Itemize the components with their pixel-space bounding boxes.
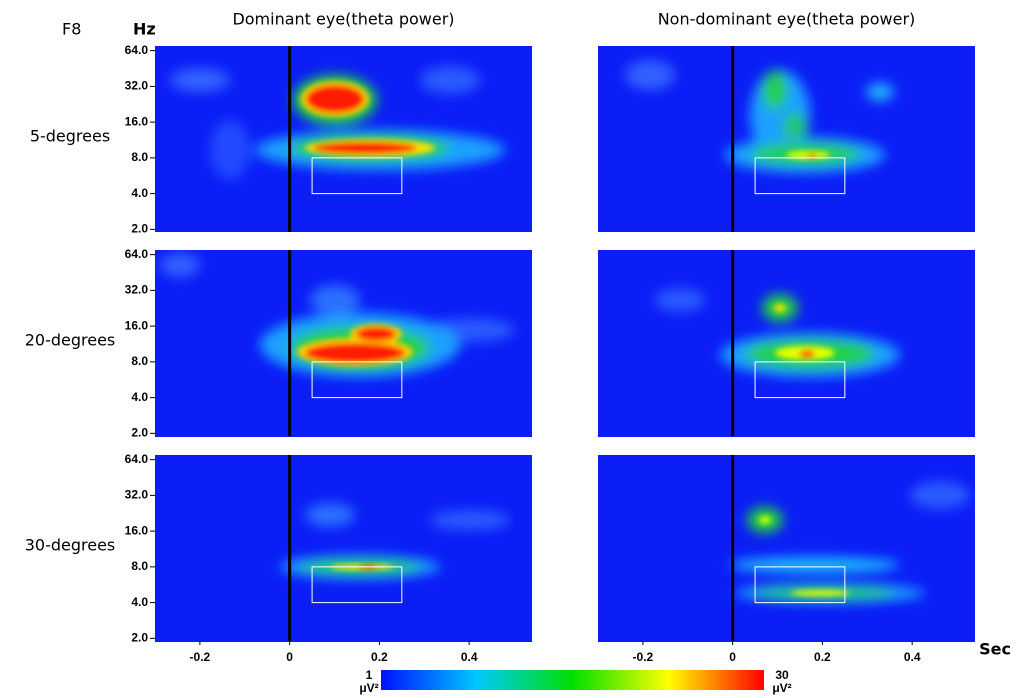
blob — [430, 510, 510, 530]
y-tick-label: 64.0 — [125, 247, 149, 261]
blob — [763, 70, 787, 110]
heatmap-panel — [598, 455, 975, 642]
colorbar — [381, 670, 764, 690]
colorbar-unit: μV² — [359, 681, 378, 695]
heatmap-panel — [155, 455, 532, 642]
y-tick-label: 2.0 — [131, 631, 148, 645]
y-tick-label: 16.0 — [125, 523, 149, 537]
blob — [313, 142, 417, 154]
column-title: Non-dominant eye(theta power) — [658, 10, 916, 29]
y-tick-label: 2.0 — [131, 222, 148, 236]
blob — [774, 304, 786, 312]
blob — [210, 120, 250, 180]
x-tick-label: -0.2 — [633, 650, 654, 664]
y-tick-label: 64.0 — [125, 452, 149, 466]
x-tick-label: 0 — [286, 650, 293, 664]
y-tick-label: 16.0 — [125, 318, 149, 332]
colorbar-unit: μV² — [772, 681, 791, 695]
x-tick-label: 0.4 — [461, 650, 478, 664]
row-label: 30-degrees — [25, 536, 116, 555]
x-tick-label: 0.2 — [371, 650, 388, 664]
y-tick-label: 8.0 — [131, 150, 148, 164]
x-tick-label: 0 — [729, 650, 736, 664]
heat-core — [297, 324, 413, 366]
blob — [759, 516, 771, 524]
blob — [799, 350, 815, 358]
y-axis-label: Hz — [133, 20, 156, 39]
heat-core — [774, 304, 835, 360]
blob — [310, 285, 360, 315]
analysis-window — [754, 566, 846, 604]
blob — [306, 85, 364, 113]
x-tick-label: 0.4 — [904, 650, 921, 664]
y-tick-label: 32.0 — [125, 283, 149, 297]
blob — [866, 83, 894, 101]
analysis-window — [311, 157, 403, 195]
blob — [160, 253, 200, 277]
y-tick-label: 16.0 — [125, 114, 149, 128]
blob — [420, 66, 480, 94]
y-tick-label: 8.0 — [131, 354, 148, 368]
y-tick-label: 32.0 — [125, 79, 149, 93]
analysis-window — [754, 361, 846, 399]
colorbar-min-label: 1 — [366, 668, 373, 682]
y-tick-label: 2.0 — [131, 426, 148, 440]
heat-core — [759, 516, 850, 596]
blob — [790, 590, 850, 596]
blob — [305, 343, 405, 363]
blob — [356, 327, 396, 341]
analysis-window — [311, 361, 403, 399]
y-tick-label: 4.0 — [131, 390, 148, 404]
y-tick-label: 4.0 — [131, 186, 148, 200]
y-tick-label: 8.0 — [131, 559, 148, 573]
heatmap-panel — [155, 250, 532, 437]
panel-bg — [155, 455, 532, 642]
heatmap-panel — [598, 46, 975, 232]
analysis-window — [754, 157, 846, 195]
row-label: 5-degrees — [30, 127, 110, 146]
blob — [305, 503, 355, 527]
y-tick-label: 64.0 — [125, 43, 149, 57]
heatmap-panel — [155, 46, 532, 232]
blob — [730, 557, 900, 573]
x-tick-label: 0.2 — [814, 650, 831, 664]
blob — [655, 288, 705, 312]
x-axis-label: Sec — [979, 640, 1011, 659]
x-tick-label: -0.2 — [190, 650, 211, 664]
column-title: Dominant eye(theta power) — [232, 10, 454, 29]
heat-core — [301, 81, 435, 157]
heat-core — [786, 151, 830, 159]
analysis-window — [311, 566, 403, 604]
channel: F8 — [62, 20, 81, 39]
y-tick-label: 4.0 — [131, 595, 148, 609]
panel-bg — [598, 455, 975, 642]
heat-blobs — [730, 481, 970, 603]
y-tick-label: 32.0 — [125, 488, 149, 502]
blob — [170, 68, 230, 92]
blob — [806, 154, 818, 158]
colorbar-max-label: 30 — [775, 668, 789, 682]
heatmap-panel — [598, 250, 975, 437]
blob — [910, 481, 970, 509]
row-label: 20-degrees — [25, 331, 116, 350]
blob — [625, 60, 675, 90]
